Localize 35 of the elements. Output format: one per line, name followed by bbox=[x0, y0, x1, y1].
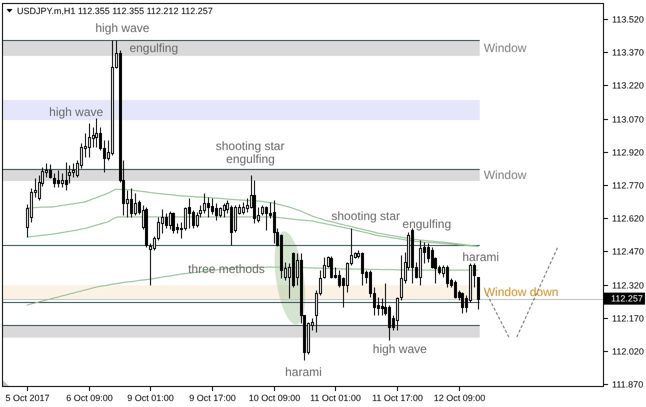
annotation: engulfing bbox=[402, 217, 452, 231]
x-tick-label: 11 Oct 17:00 bbox=[372, 393, 423, 403]
y-tick-label: 113.220 bbox=[612, 80, 644, 90]
x-tick-label: 9 Oct 17:00 bbox=[189, 393, 236, 403]
band-label: Window bbox=[484, 168, 527, 182]
annotation: high wave bbox=[95, 21, 150, 35]
y-tick-label: 111.870 bbox=[612, 380, 644, 390]
x-tick-label: 5 Oct 2017 bbox=[5, 393, 50, 403]
annotation: shooting star bbox=[331, 209, 400, 223]
annotation: harami bbox=[285, 365, 322, 379]
y-tick-label: 113.370 bbox=[612, 48, 644, 58]
y-tick-label: 113.070 bbox=[612, 114, 644, 124]
y-tick-label: 112.020 bbox=[612, 346, 644, 356]
annotation: shooting star bbox=[216, 139, 284, 153]
annotation: high wave bbox=[49, 105, 104, 119]
band-label: Window bbox=[484, 40, 527, 55]
x-tick-label: 6 Oct 09:00 bbox=[66, 393, 113, 403]
y-tick-label: 112.770 bbox=[612, 180, 644, 190]
annotation: engulfing bbox=[226, 152, 275, 166]
annotation: high wave bbox=[372, 342, 428, 356]
x-tick-label: 11 Oct 01:00 bbox=[310, 393, 361, 403]
y-tick-label: 112.470 bbox=[612, 246, 644, 256]
annotation: harami bbox=[462, 250, 500, 264]
chart-title: USDJPY.m,H1 112.355 112.355 112.212 112.257 bbox=[17, 6, 213, 16]
y-tick-label: 112.620 bbox=[612, 214, 644, 224]
band-label: Window down bbox=[484, 284, 558, 299]
y-tick-label: 112.320 bbox=[612, 280, 644, 290]
annotation: engulfing bbox=[129, 41, 178, 55]
x-tick-label: 9 Oct 01:00 bbox=[127, 393, 174, 403]
x-tick-label: 10 Oct 09:00 bbox=[248, 393, 300, 403]
x-tick-label: 12 Oct 09:00 bbox=[434, 393, 486, 403]
y-tick-label: 112.170 bbox=[612, 314, 644, 324]
ref-line-label: 112.257 bbox=[611, 294, 643, 304]
y-tick-label: 112.920 bbox=[612, 148, 644, 158]
y-tick-label: 113.520 bbox=[612, 14, 644, 24]
